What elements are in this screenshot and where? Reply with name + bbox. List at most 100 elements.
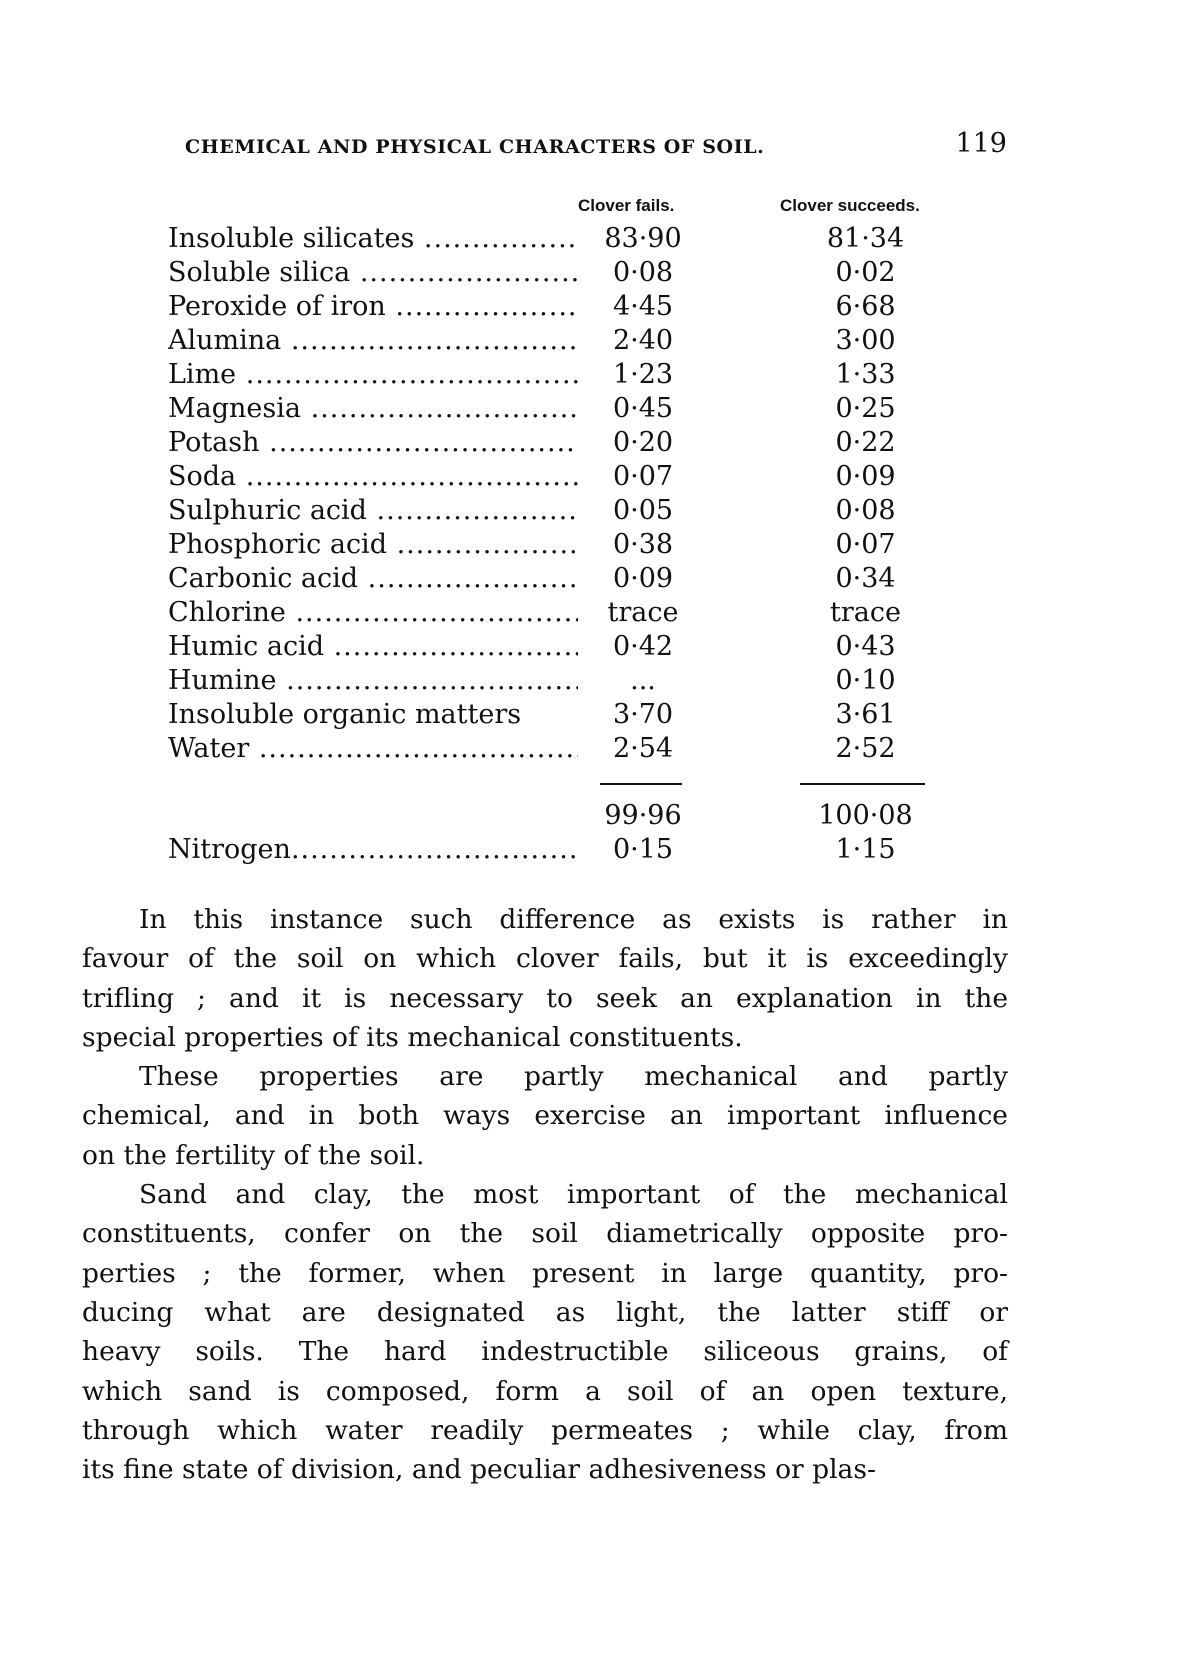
row-label: Lime [168, 359, 237, 390]
row-label: Insoluble silicates [168, 223, 415, 254]
table-row: Humine .................................… [168, 664, 968, 698]
sum-rule-fails [600, 783, 682, 785]
leader-dots: ........................................… [258, 733, 578, 764]
table-row: Soda ...................................… [168, 460, 968, 494]
value-clover-succeeds: 2·52 [835, 733, 896, 764]
nitrogen-row: Nitrogen................................… [168, 833, 968, 867]
running-title: CHEMICAL AND PHYSICAL CHARACTERS OF SOIL… [185, 136, 765, 158]
text-line: chemical, and in both ways exercise an i… [82, 1100, 1008, 1132]
table-row: Humic acid .............................… [168, 630, 968, 664]
table-row: Water ..................................… [168, 732, 968, 766]
row-label: Nitrogen [168, 834, 291, 865]
leader-dots: ........................................… [290, 325, 578, 356]
page-number: 119 [955, 128, 1007, 159]
value-clover-fails: 83·90 [604, 223, 682, 254]
row-label: Water [168, 733, 250, 764]
value-clover-succeeds: 0·08 [835, 495, 896, 526]
value-clover-succeeds: 3·00 [835, 325, 896, 356]
table-row: Sulphuric acid .........................… [168, 494, 968, 528]
value-clover-succeeds: 0·07 [835, 529, 896, 560]
text-line: constituents, confer on the soil diametr… [82, 1218, 1008, 1250]
text-line: heavy soils. The hard indestructible sil… [82, 1336, 1008, 1368]
text-line: These properties are partly mechanical a… [139, 1061, 1008, 1093]
table-row: Insoluble silicates ....................… [168, 222, 968, 256]
table-row: Potash .................................… [168, 426, 968, 460]
row-label: Soda [168, 461, 237, 492]
table-row: Lime ...................................… [168, 358, 968, 392]
row-label: Peroxide of iron [168, 291, 386, 322]
value-clover-fails: 0·09 [612, 563, 674, 594]
value-clover-fails: 0·45 [612, 393, 674, 424]
text-line: ducing what are designated as light, the… [82, 1296, 1008, 1328]
value-clover-succeeds: 0·43 [835, 631, 896, 662]
row-label: Carbonic acid [168, 563, 359, 594]
value-clover-fails: 0·20 [612, 427, 674, 458]
value-clover-succeeds: 1·33 [835, 359, 896, 390]
leader-dots: ........................................… [290, 834, 578, 865]
body-text: In this instance such difference as exis… [82, 900, 1008, 1489]
value-clover-succeeds: 0·10 [835, 665, 896, 696]
value-clover-succeeds: trace [830, 597, 901, 628]
nitrogen-succeeds: 1·15 [835, 834, 896, 865]
row-label: Chlorine [168, 597, 286, 628]
row-label: Magnesia [168, 393, 301, 424]
value-clover-fails: 0·38 [612, 529, 674, 560]
text-line: perties ; the former, when present in la… [82, 1257, 1008, 1289]
leader-dots: ........................................… [396, 529, 578, 560]
row-label: Humic acid [168, 631, 325, 662]
table-row: Carbonic acid ..........................… [168, 562, 968, 596]
table-row: Soluble silica .........................… [168, 256, 968, 290]
paragraph: These properties are partly mechanical a… [82, 1057, 1008, 1175]
table-row: Magnesia ...............................… [168, 392, 968, 426]
text-line: its fine state of division, and peculiar… [82, 1454, 876, 1486]
total-succeeds: 100·08 [818, 800, 913, 831]
value-clover-fails: trace [607, 597, 679, 628]
value-clover-succeeds: 3·61 [835, 699, 896, 730]
value-clover-succeeds: 0·09 [835, 461, 896, 492]
row-label: Potash [168, 427, 260, 458]
value-clover-succeeds: 0·25 [835, 393, 896, 424]
value-clover-fails: 3·70 [612, 699, 674, 730]
leader-dots: ........................................… [286, 665, 578, 696]
leader-dots: ........................................… [367, 563, 578, 594]
totals-row: 99·96 100·08 [168, 799, 968, 833]
table-row: Insoluble organic matters 3·70 3·61 [168, 698, 968, 732]
value-clover-fails: 0·07 [612, 461, 674, 492]
text-line: on the fertility of the soil. [82, 1139, 425, 1171]
value-clover-fails: 0·08 [612, 257, 674, 288]
text-line: favour of the soil on which clover fails… [82, 943, 1008, 975]
leader-dots: ........................................… [395, 291, 578, 322]
row-label: Humine [168, 665, 277, 696]
total-fails: 99·96 [604, 800, 682, 831]
leader-dots: ........................................… [423, 223, 578, 254]
row-label: Insoluble organic matters [168, 699, 522, 730]
leader-dots: ........................................… [359, 257, 578, 288]
sum-rule-succeeds [800, 783, 925, 785]
text-line: Sand and clay, the most important of the… [139, 1179, 1008, 1211]
table-row: Peroxide of iron .......................… [168, 290, 968, 324]
row-label: Soluble silica [168, 257, 351, 288]
text-line: which sand is composed, form a soil of a… [82, 1375, 1008, 1407]
value-clover-fails: 2·40 [612, 325, 674, 356]
value-clover-fails: 2·54 [612, 733, 674, 764]
value-clover-fails: 0·42 [612, 631, 674, 662]
leader-dots: ........................................… [245, 461, 578, 492]
text-line: trifling ; and it is necessary to seek a… [82, 982, 1008, 1014]
table-row: Alumina ................................… [168, 324, 968, 358]
leader-dots: ........................................… [245, 359, 578, 390]
running-header: CHEMICAL AND PHYSICAL CHARACTERS OF SOIL… [185, 128, 1007, 164]
text-line: special properties of its mechanical con… [82, 1021, 743, 1053]
value-clover-fails: 0·05 [612, 495, 674, 526]
text-line: through which water readily permeates ; … [82, 1414, 1008, 1446]
value-clover-succeeds: 0·34 [835, 563, 896, 594]
leader-dots: ........................................… [310, 393, 578, 424]
leader-dots: ........................................… [376, 495, 578, 526]
nitrogen-fails: 0·15 [612, 834, 674, 865]
column-header-clover-fails: Clover fails. [578, 196, 675, 215]
value-clover-fails: ... [630, 665, 656, 696]
value-clover-fails: 1·23 [612, 359, 674, 390]
paragraph: In this instance such difference as exis… [82, 900, 1008, 1057]
text-line: In this instance such difference as exis… [139, 904, 1008, 935]
leader-dots: ........................................… [333, 631, 578, 662]
column-header-clover-succeeds: Clover succeeds. [780, 196, 920, 215]
